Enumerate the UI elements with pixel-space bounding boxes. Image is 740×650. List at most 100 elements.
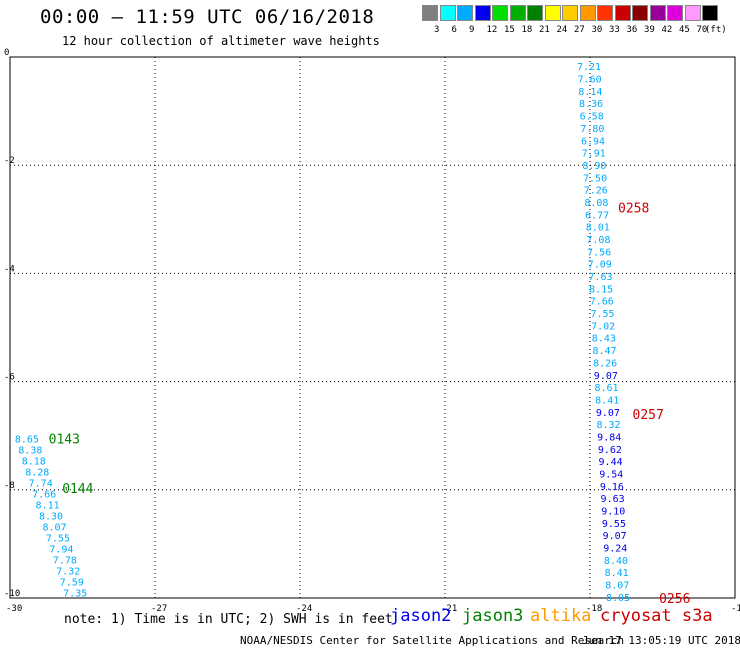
map-frame xyxy=(9,56,736,599)
generation-timestamp: Jun 17 13:05:19 UTC 2018 xyxy=(582,634,740,647)
legend-label: 70 xyxy=(696,25,708,35)
wave-height-value: 9.54 xyxy=(599,469,623,480)
longitude-tick-label: -30 xyxy=(6,604,22,614)
wave-height-value: 8.40 xyxy=(604,556,628,567)
wave-height-value: 9.24 xyxy=(603,544,627,555)
satellite-jason3: jason3 xyxy=(462,606,524,626)
legend-label: 36 xyxy=(626,25,638,35)
wave-height-value: 7.66 xyxy=(590,297,614,308)
wave-height-value: 7.74 xyxy=(29,478,53,489)
wave-height-value: 9.62 xyxy=(598,445,622,456)
pass-number-label: 0257 xyxy=(633,408,664,423)
map-grid xyxy=(10,57,735,598)
wave-height-value: 8.36 xyxy=(579,99,603,110)
legend-swatch xyxy=(597,5,613,21)
legend-label: 24 xyxy=(556,25,568,35)
legend-label: 15 xyxy=(504,25,515,35)
wave-height-value: 8.11 xyxy=(36,500,60,511)
legend-swatch xyxy=(474,5,491,21)
latitude-tick-label: -10 xyxy=(4,589,20,599)
legend-swatch xyxy=(422,5,438,21)
longitude-tick-label: -21 xyxy=(441,604,457,614)
latitude-tick-label: -4 xyxy=(4,264,15,274)
legend-label: 39 xyxy=(644,25,655,35)
legend-label: 27 xyxy=(574,25,585,35)
legend-label: 42 xyxy=(661,25,673,35)
legend-swatch xyxy=(684,5,701,21)
legend-swatch xyxy=(492,5,508,21)
wave-height-value: 7.55 xyxy=(46,534,70,545)
legend-label: 30 xyxy=(591,25,603,35)
satellite-cryosat-s3a: cryosat s3a xyxy=(600,606,713,626)
legend-swatch xyxy=(667,5,683,21)
wave-height-value: 8.07 xyxy=(42,523,66,534)
wave-height-value: 9.55 xyxy=(602,519,626,530)
wave-height-value: 9.44 xyxy=(599,457,623,468)
wave-height-value: 7.80 xyxy=(580,124,604,135)
wave-height-value: 8.18 xyxy=(22,456,46,467)
wave-height-value: 8.15 xyxy=(589,284,613,295)
wave-height-value: 7.66 xyxy=(32,489,56,500)
wave-height-value: 8.47 xyxy=(592,346,616,357)
wave-height-value: 6.77 xyxy=(585,210,609,221)
map-title: 00:00 – 11:59 UTC 06/16/2018 xyxy=(40,6,375,28)
legend-swatch xyxy=(527,5,543,21)
wave-height-value: 8.65 xyxy=(15,434,39,445)
credit-line: NOAA/NESDIS Center for Satellite Applica… xyxy=(240,634,625,647)
legend-swatch xyxy=(509,5,526,21)
legend-swatch xyxy=(579,5,596,21)
legend-label: 3 xyxy=(434,25,440,35)
wave-height-value: 7.91 xyxy=(582,149,606,160)
longitude-tick-label: -27 xyxy=(151,604,167,614)
wave-height-value: 8.61 xyxy=(594,383,618,394)
legend-unit: (ft) xyxy=(705,25,727,35)
wave-height-value: 8.07 xyxy=(605,581,629,592)
wave-height-value: 7.55 xyxy=(590,309,614,320)
legend-label: 21 xyxy=(539,25,550,35)
legend-label: 6 xyxy=(451,25,457,35)
wave-height-value: 7.56 xyxy=(587,247,611,258)
longitude-tick-label: -24 xyxy=(296,604,312,614)
legend-label: 18 xyxy=(521,25,533,35)
wave-height-value: 7.50 xyxy=(583,173,607,184)
wave-height-value: 9.07 xyxy=(596,408,620,419)
wave-height-value: 9.10 xyxy=(601,507,625,518)
legend-swatch xyxy=(649,5,666,21)
wave-height-value: 8.38 xyxy=(18,445,42,456)
legend-swatch xyxy=(632,5,648,21)
axis-ticks: -30 -27 -24 -21 -18 -15 0 -2 -4 -6 -8 -10 xyxy=(4,48,740,614)
wave-height-value: 9.84 xyxy=(597,432,621,443)
legend-swatch xyxy=(562,5,578,21)
latitude-tick-label: 0 xyxy=(4,48,9,58)
wave-height-value: 8.01 xyxy=(586,223,610,234)
legend-label: 33 xyxy=(609,25,620,35)
wave-height-value: 8.41 xyxy=(595,395,619,406)
legend-swatch xyxy=(702,5,718,21)
wave-height-value: 7.02 xyxy=(591,321,615,332)
wave-height-value: 8.43 xyxy=(592,334,616,345)
longitude-tick-label: -18 xyxy=(586,604,602,614)
wave-height-value: 8.30 xyxy=(39,511,63,522)
wave-height-value: 7.63 xyxy=(588,272,612,283)
satellite-jason2: jason2 xyxy=(390,606,452,626)
wave-height-value: 9.07 xyxy=(594,371,618,382)
map-subtitle: 12 hour collection of altimeter wave hei… xyxy=(62,34,380,48)
legend-label: 12 xyxy=(486,25,498,35)
longitude-tick-label: -15 xyxy=(731,604,740,614)
satellite-tracks: 7.21 7.608.148.36 6.587.806.94 7.918.907.50… xyxy=(15,62,630,604)
legend-swatch xyxy=(614,5,631,21)
wave-height-value: 9.07 xyxy=(603,531,627,542)
pass-number-label: 0143 xyxy=(49,432,80,447)
legend-swatch xyxy=(439,5,456,21)
wave-height-value: 7.35 xyxy=(63,589,87,600)
wave-height-value: 8.26 xyxy=(593,358,617,369)
pass-number-label: 0144 xyxy=(62,482,93,497)
legend-label: 9 xyxy=(469,25,475,35)
wave-height-value: 7.26 xyxy=(584,186,608,197)
wave-height-value: 7.32 xyxy=(56,567,80,578)
wave-height-value: 8.41 xyxy=(605,568,629,579)
wave-height-value: 6.94 xyxy=(581,136,605,147)
wave-height-value: 9.63 xyxy=(601,494,625,505)
footer-note: note: 1) Time is in UTC; 2) SWH is in fe… xyxy=(64,612,393,627)
